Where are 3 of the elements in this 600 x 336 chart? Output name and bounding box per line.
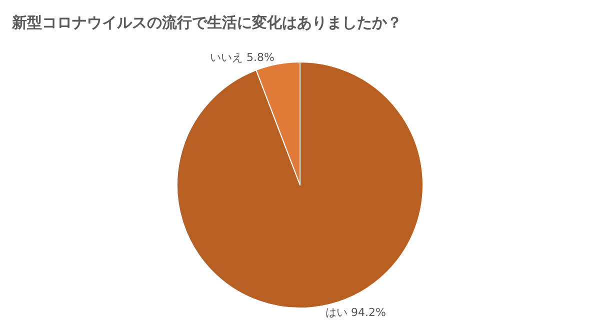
chart-title: 新型コロナウイルスの流行で生活に変化はありましたか？ [11,13,402,32]
slice-label: いいえ 5.8% [210,51,274,64]
slice-label: はい 94.2% [326,306,386,319]
